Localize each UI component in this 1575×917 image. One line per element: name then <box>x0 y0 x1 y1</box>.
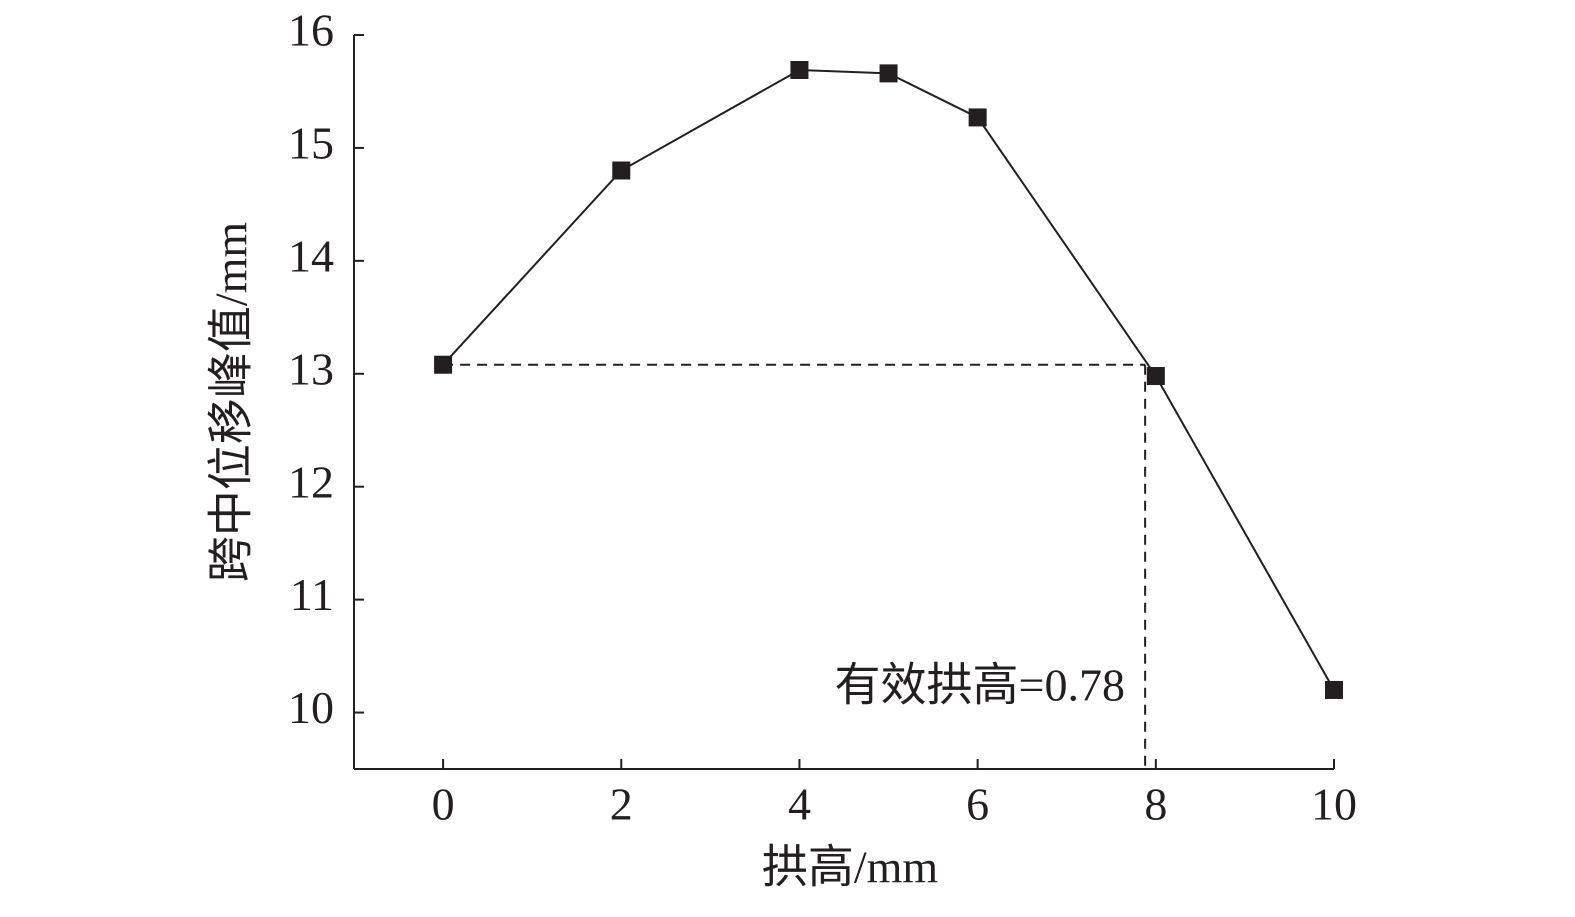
x-tick-label: 2 <box>610 779 633 830</box>
marker <box>612 161 631 180</box>
marker <box>1146 367 1165 386</box>
x-tick-label: 10 <box>1311 779 1357 830</box>
marker <box>434 355 453 374</box>
x-tick-label: 8 <box>1144 779 1167 830</box>
marker <box>968 108 987 127</box>
x-tick-label: 0 <box>432 779 455 830</box>
marker <box>879 64 898 83</box>
y-tick-label: 11 <box>290 569 334 620</box>
x-axis-label: 拱高/mm <box>762 842 939 893</box>
y-axis-label: 跨中位移峰值/mm <box>206 222 257 583</box>
series-line <box>442 68 1335 691</box>
x-tick-label: 6 <box>966 779 989 830</box>
y-tick-label: 16 <box>288 5 334 56</box>
marker <box>1325 680 1343 699</box>
y-tick-label: 14 <box>288 230 334 281</box>
marker <box>790 61 809 80</box>
annotation: 有效拱高=0.78 <box>835 660 1125 711</box>
x-tick-label: 4 <box>788 779 811 830</box>
y-tick-label: 15 <box>288 117 334 168</box>
y-tick-label: 12 <box>288 456 334 507</box>
y-tick-label: 13 <box>288 343 334 394</box>
y-tick-label: 10 <box>288 682 334 733</box>
